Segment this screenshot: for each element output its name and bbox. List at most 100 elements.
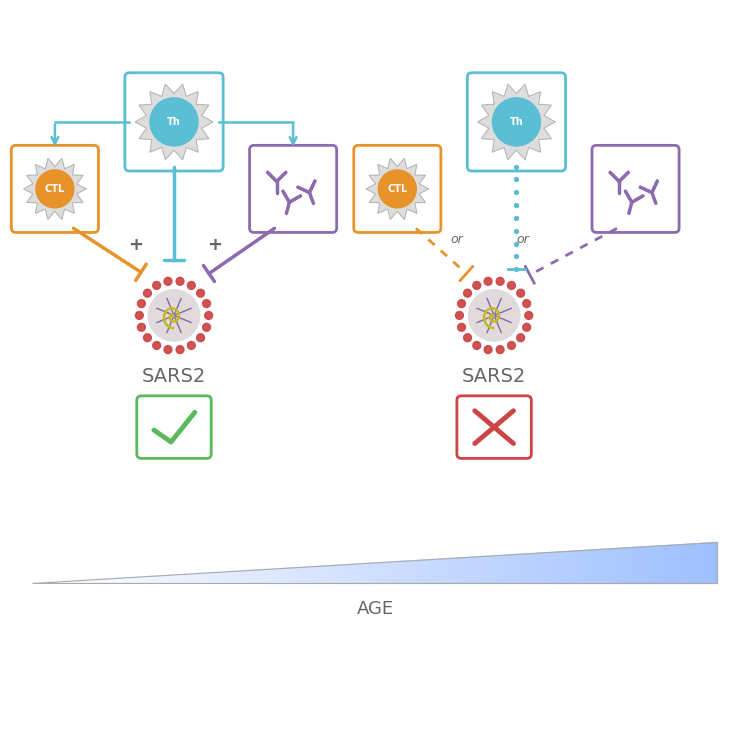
Circle shape: [143, 334, 152, 342]
Polygon shape: [653, 546, 656, 584]
Text: CTL: CTL: [45, 184, 65, 194]
Polygon shape: [257, 570, 259, 584]
Polygon shape: [60, 582, 62, 584]
Polygon shape: [612, 549, 614, 584]
Polygon shape: [427, 560, 429, 584]
Polygon shape: [94, 580, 97, 584]
Polygon shape: [175, 574, 177, 584]
Circle shape: [469, 290, 520, 341]
Polygon shape: [170, 575, 172, 584]
Text: Th: Th: [167, 117, 181, 127]
Polygon shape: [232, 572, 234, 584]
Polygon shape: [286, 568, 289, 584]
Polygon shape: [241, 571, 243, 584]
Polygon shape: [112, 578, 115, 584]
Polygon shape: [621, 548, 623, 584]
Polygon shape: [468, 557, 470, 584]
Polygon shape: [456, 558, 458, 584]
Polygon shape: [596, 550, 598, 584]
Polygon shape: [62, 581, 64, 584]
Polygon shape: [371, 563, 374, 584]
Polygon shape: [592, 550, 594, 584]
Polygon shape: [575, 550, 578, 584]
Polygon shape: [172, 575, 175, 584]
Polygon shape: [230, 572, 232, 584]
Polygon shape: [500, 555, 502, 584]
Polygon shape: [436, 560, 438, 584]
Polygon shape: [149, 576, 152, 584]
Polygon shape: [227, 572, 230, 584]
Polygon shape: [273, 569, 275, 584]
Circle shape: [148, 290, 200, 341]
Polygon shape: [512, 555, 514, 584]
Polygon shape: [119, 578, 122, 584]
Polygon shape: [140, 577, 142, 584]
FancyBboxPatch shape: [457, 396, 531, 458]
Polygon shape: [568, 551, 571, 584]
Polygon shape: [142, 577, 145, 584]
Polygon shape: [218, 572, 220, 584]
Polygon shape: [518, 554, 520, 584]
Polygon shape: [628, 548, 631, 584]
Polygon shape: [638, 548, 640, 584]
Polygon shape: [466, 557, 468, 584]
Polygon shape: [310, 567, 312, 584]
Polygon shape: [536, 554, 538, 584]
Circle shape: [153, 341, 160, 350]
FancyBboxPatch shape: [136, 396, 212, 458]
Polygon shape: [445, 559, 447, 584]
Polygon shape: [672, 545, 674, 584]
Polygon shape: [553, 552, 555, 584]
Circle shape: [517, 290, 524, 297]
Polygon shape: [530, 554, 532, 584]
Polygon shape: [392, 562, 394, 584]
Polygon shape: [538, 553, 541, 584]
Polygon shape: [282, 568, 284, 584]
Polygon shape: [646, 547, 649, 584]
Polygon shape: [110, 579, 112, 584]
Polygon shape: [312, 566, 314, 584]
Polygon shape: [184, 574, 186, 584]
Polygon shape: [271, 569, 273, 584]
Polygon shape: [166, 575, 168, 584]
Polygon shape: [46, 583, 49, 584]
Polygon shape: [127, 578, 129, 584]
Polygon shape: [225, 572, 227, 584]
Polygon shape: [362, 563, 364, 584]
Polygon shape: [555, 552, 557, 584]
Circle shape: [164, 278, 172, 285]
Polygon shape: [332, 566, 335, 584]
Polygon shape: [344, 565, 346, 584]
Polygon shape: [420, 560, 422, 584]
Polygon shape: [525, 554, 527, 584]
Polygon shape: [442, 559, 445, 584]
Polygon shape: [51, 582, 53, 584]
Polygon shape: [472, 557, 475, 584]
Polygon shape: [49, 582, 51, 584]
Text: +: +: [128, 236, 142, 254]
Polygon shape: [328, 566, 330, 584]
Polygon shape: [704, 543, 706, 584]
Polygon shape: [188, 574, 190, 584]
Circle shape: [137, 300, 146, 307]
Circle shape: [508, 341, 515, 350]
Circle shape: [496, 278, 504, 285]
Polygon shape: [71, 581, 74, 584]
Polygon shape: [168, 575, 170, 584]
Polygon shape: [296, 568, 298, 584]
Polygon shape: [23, 158, 86, 219]
Polygon shape: [394, 562, 397, 584]
Polygon shape: [541, 553, 543, 584]
Polygon shape: [413, 560, 415, 584]
Polygon shape: [440, 559, 442, 584]
Polygon shape: [651, 546, 653, 584]
Polygon shape: [115, 578, 117, 584]
Polygon shape: [90, 580, 92, 584]
Polygon shape: [330, 566, 332, 584]
Polygon shape: [253, 570, 255, 584]
Polygon shape: [571, 551, 573, 584]
Polygon shape: [369, 563, 371, 584]
Polygon shape: [131, 578, 134, 584]
Polygon shape: [470, 557, 472, 584]
Polygon shape: [644, 547, 646, 584]
